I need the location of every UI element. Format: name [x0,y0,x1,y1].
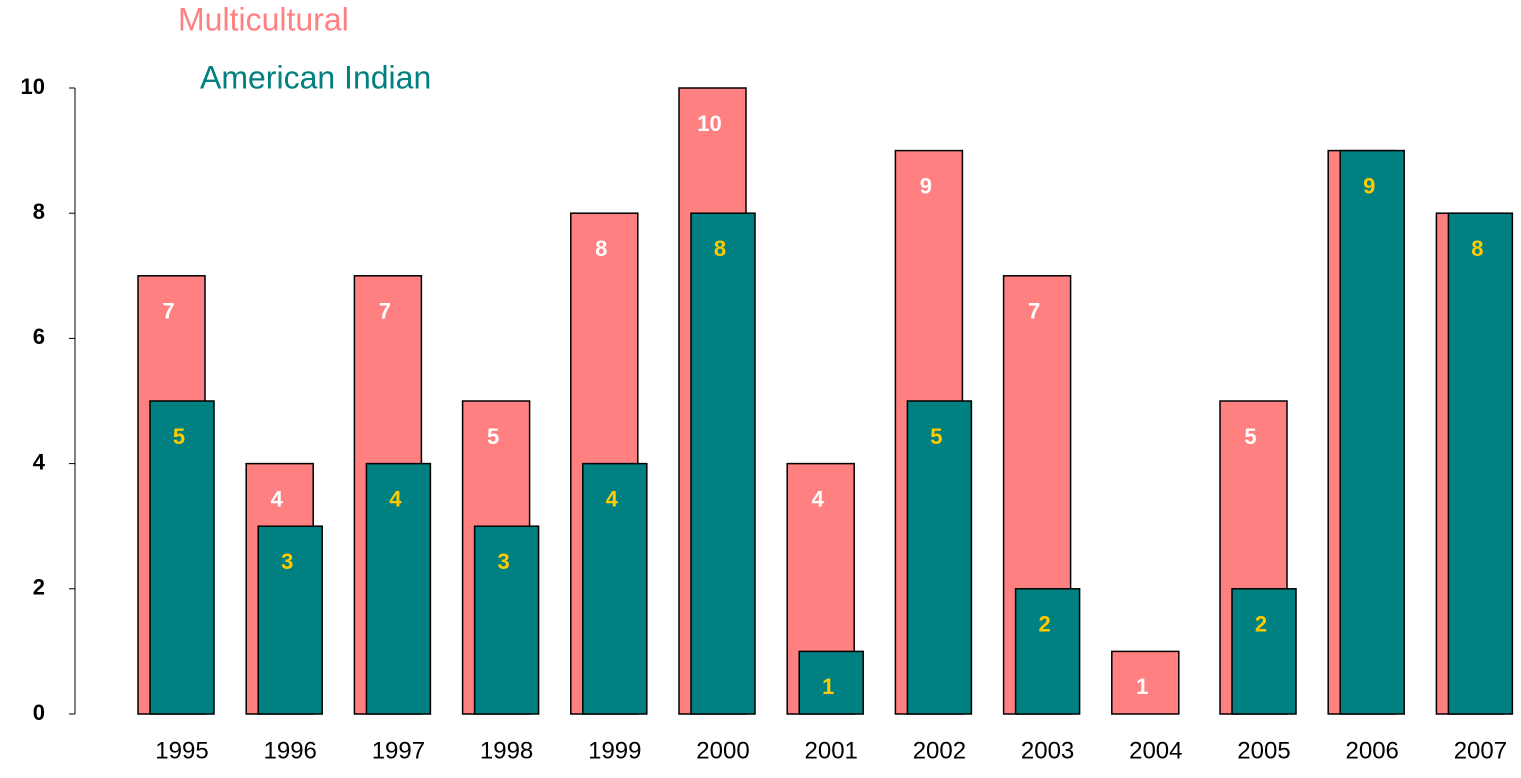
data-label: 3 [281,549,293,574]
data-label: 3 [497,549,509,574]
bar [1014,588,1081,715]
data-label: 7 [379,299,391,324]
bar [257,525,323,715]
legend-entry: American Indian [200,59,431,95]
data-label: 4 [606,486,619,511]
data-label: 8 [714,236,726,261]
data-label: 1 [1136,674,1148,699]
bar [906,400,973,715]
x-tick-label: 2004 [1129,737,1182,764]
x-tick-label: 2005 [1237,737,1290,764]
data-label: 2 [1255,612,1267,637]
data-label: 4 [812,486,825,511]
y-tick-label: 6 [33,324,45,349]
data-label: 4 [389,486,402,511]
data-label: 1 [822,674,834,699]
bar [690,212,756,715]
x-tick-label: 1995 [155,737,208,764]
legend-entry: Multicultural [178,1,349,37]
x-tick-label: 1997 [372,737,425,764]
data-label: 5 [487,424,499,449]
data-label: 8 [1471,236,1483,261]
data-label: 5 [1244,424,1256,449]
x-tick-label: 2006 [1346,737,1399,764]
bar [1111,650,1180,715]
y-tick-label: 0 [33,700,45,725]
data-label: 4 [271,486,284,511]
x-tick-label: 2007 [1454,737,1507,764]
bar [1231,588,1297,715]
data-label: 5 [930,424,942,449]
y-tick-label: 2 [33,575,45,600]
bar [1447,212,1514,715]
data-label: 7 [1028,299,1040,324]
data-label: 10 [697,111,721,136]
data-label: 9 [1363,173,1375,198]
data-label: 5 [173,424,185,449]
bar [1339,149,1405,715]
bar [582,462,648,715]
bar [149,400,215,715]
bar [798,650,864,715]
y-tick-label: 8 [33,199,45,224]
y-tick-label: 10 [21,74,45,99]
x-tick-label: 1996 [264,737,317,764]
data-label: 9 [920,173,932,198]
data-label: 7 [162,299,174,324]
bar [365,462,432,715]
x-tick-label: 1999 [588,737,641,764]
x-tick-label: 2002 [913,737,966,764]
x-tick-label: 2001 [805,737,858,764]
data-label: 8 [595,236,607,261]
bar [473,525,540,715]
x-tick-label: 2003 [1021,737,1074,764]
x-tick-label: 2000 [696,737,749,764]
y-tick-label: 4 [33,449,46,474]
data-label: 2 [1038,612,1050,637]
x-tick-label: 1998 [480,737,533,764]
